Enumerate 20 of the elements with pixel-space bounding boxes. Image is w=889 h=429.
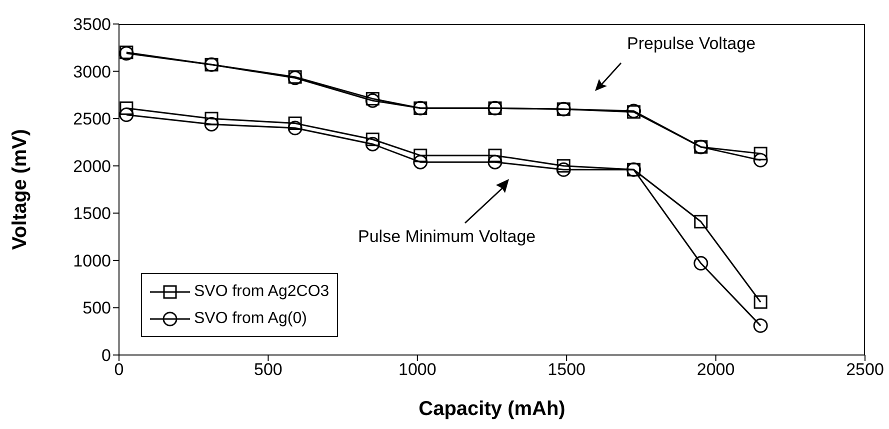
x-tick-label: 500	[254, 360, 282, 380]
y-tick-label: 1000	[73, 251, 111, 270]
y-tick-label: 3500	[73, 15, 111, 34]
x-tick-label: 2000	[696, 360, 735, 380]
legend-label: SVO from Ag2CO3	[194, 282, 330, 300]
y-tick-label: 2000	[73, 156, 111, 176]
x-axis-title: Capacity (mAh)	[418, 398, 566, 420]
annotation: Pulse Minimum Voltage	[358, 227, 536, 247]
y-tick-label: 1500	[73, 204, 111, 224]
x-tick-label: 2500	[846, 360, 884, 380]
annotation: Prepulse Voltage	[627, 34, 756, 54]
x-tick-label: 0	[114, 360, 124, 380]
y-tick-label: 3000	[73, 62, 111, 82]
y-tick-label: 0	[102, 346, 111, 366]
x-tick-label: 1500	[548, 360, 586, 380]
y-tick-label: 2500	[73, 110, 111, 129]
legend-label: SVO from Ag(0)	[194, 310, 307, 328]
y-tick-label: 500	[82, 298, 111, 318]
y-axis-title: Voltage (mV)	[9, 129, 32, 250]
x-tick-label: 1000	[398, 360, 436, 380]
